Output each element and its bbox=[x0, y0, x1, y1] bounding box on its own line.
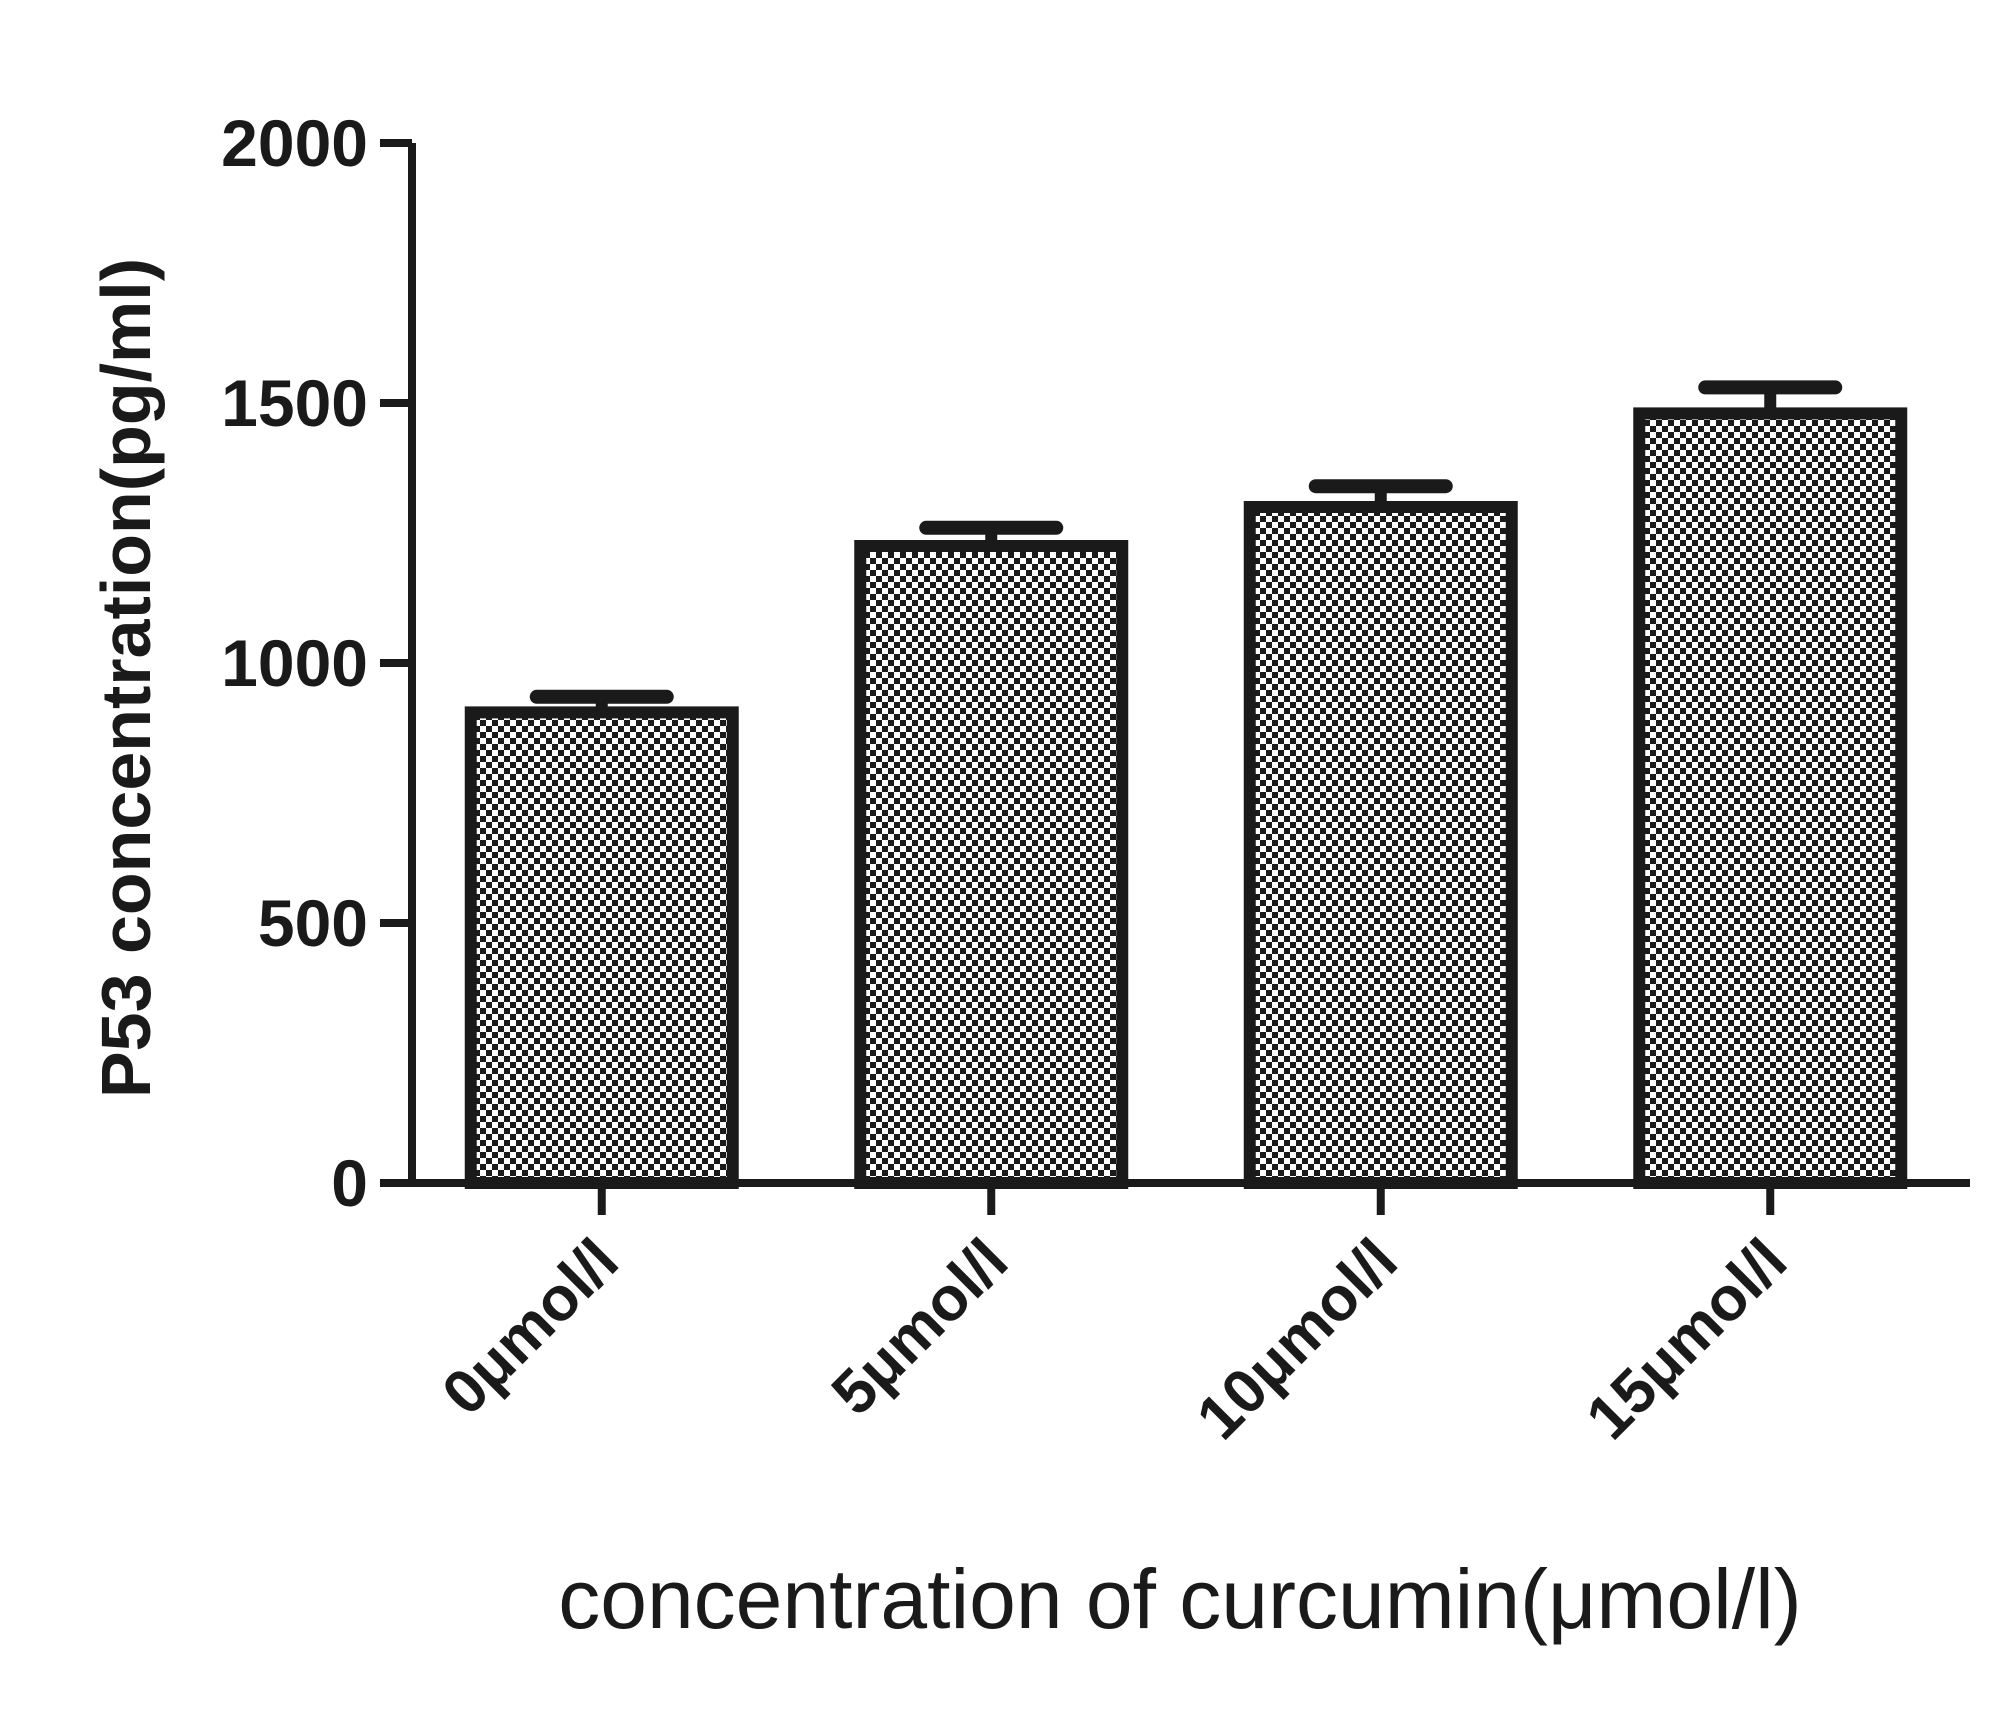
y-tick-label-3: 1500 bbox=[221, 366, 368, 440]
y-tick-label-1: 500 bbox=[258, 886, 368, 960]
y-tick-label-4: 2000 bbox=[221, 106, 368, 180]
bars-layer bbox=[464, 380, 1908, 1190]
y-tick-label-0: 0 bbox=[331, 1146, 368, 1220]
bar-0 bbox=[464, 706, 739, 1190]
axes-layer bbox=[380, 139, 1970, 1215]
bar-3 bbox=[1633, 407, 1908, 1189]
y-tick-label-2: 1000 bbox=[221, 626, 368, 700]
x-tick-label-1: 5μmol/l bbox=[819, 1226, 1021, 1428]
y-axis-label: P53 concentration(pg/ml) bbox=[87, 258, 165, 1098]
x-tick-label-0: 0μmol/l bbox=[429, 1226, 631, 1428]
x-tick-label-2: 10μmol/l bbox=[1184, 1226, 1411, 1453]
bar-2 bbox=[1243, 501, 1518, 1189]
x-tick-label-3: 15μmol/l bbox=[1573, 1226, 1800, 1453]
x-axis-label: concentration of curcumin(μmol/l) bbox=[558, 1552, 1802, 1646]
bar-1 bbox=[854, 540, 1129, 1189]
